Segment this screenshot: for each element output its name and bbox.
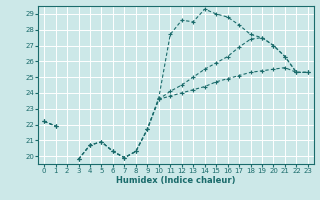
X-axis label: Humidex (Indice chaleur): Humidex (Indice chaleur)	[116, 176, 236, 185]
